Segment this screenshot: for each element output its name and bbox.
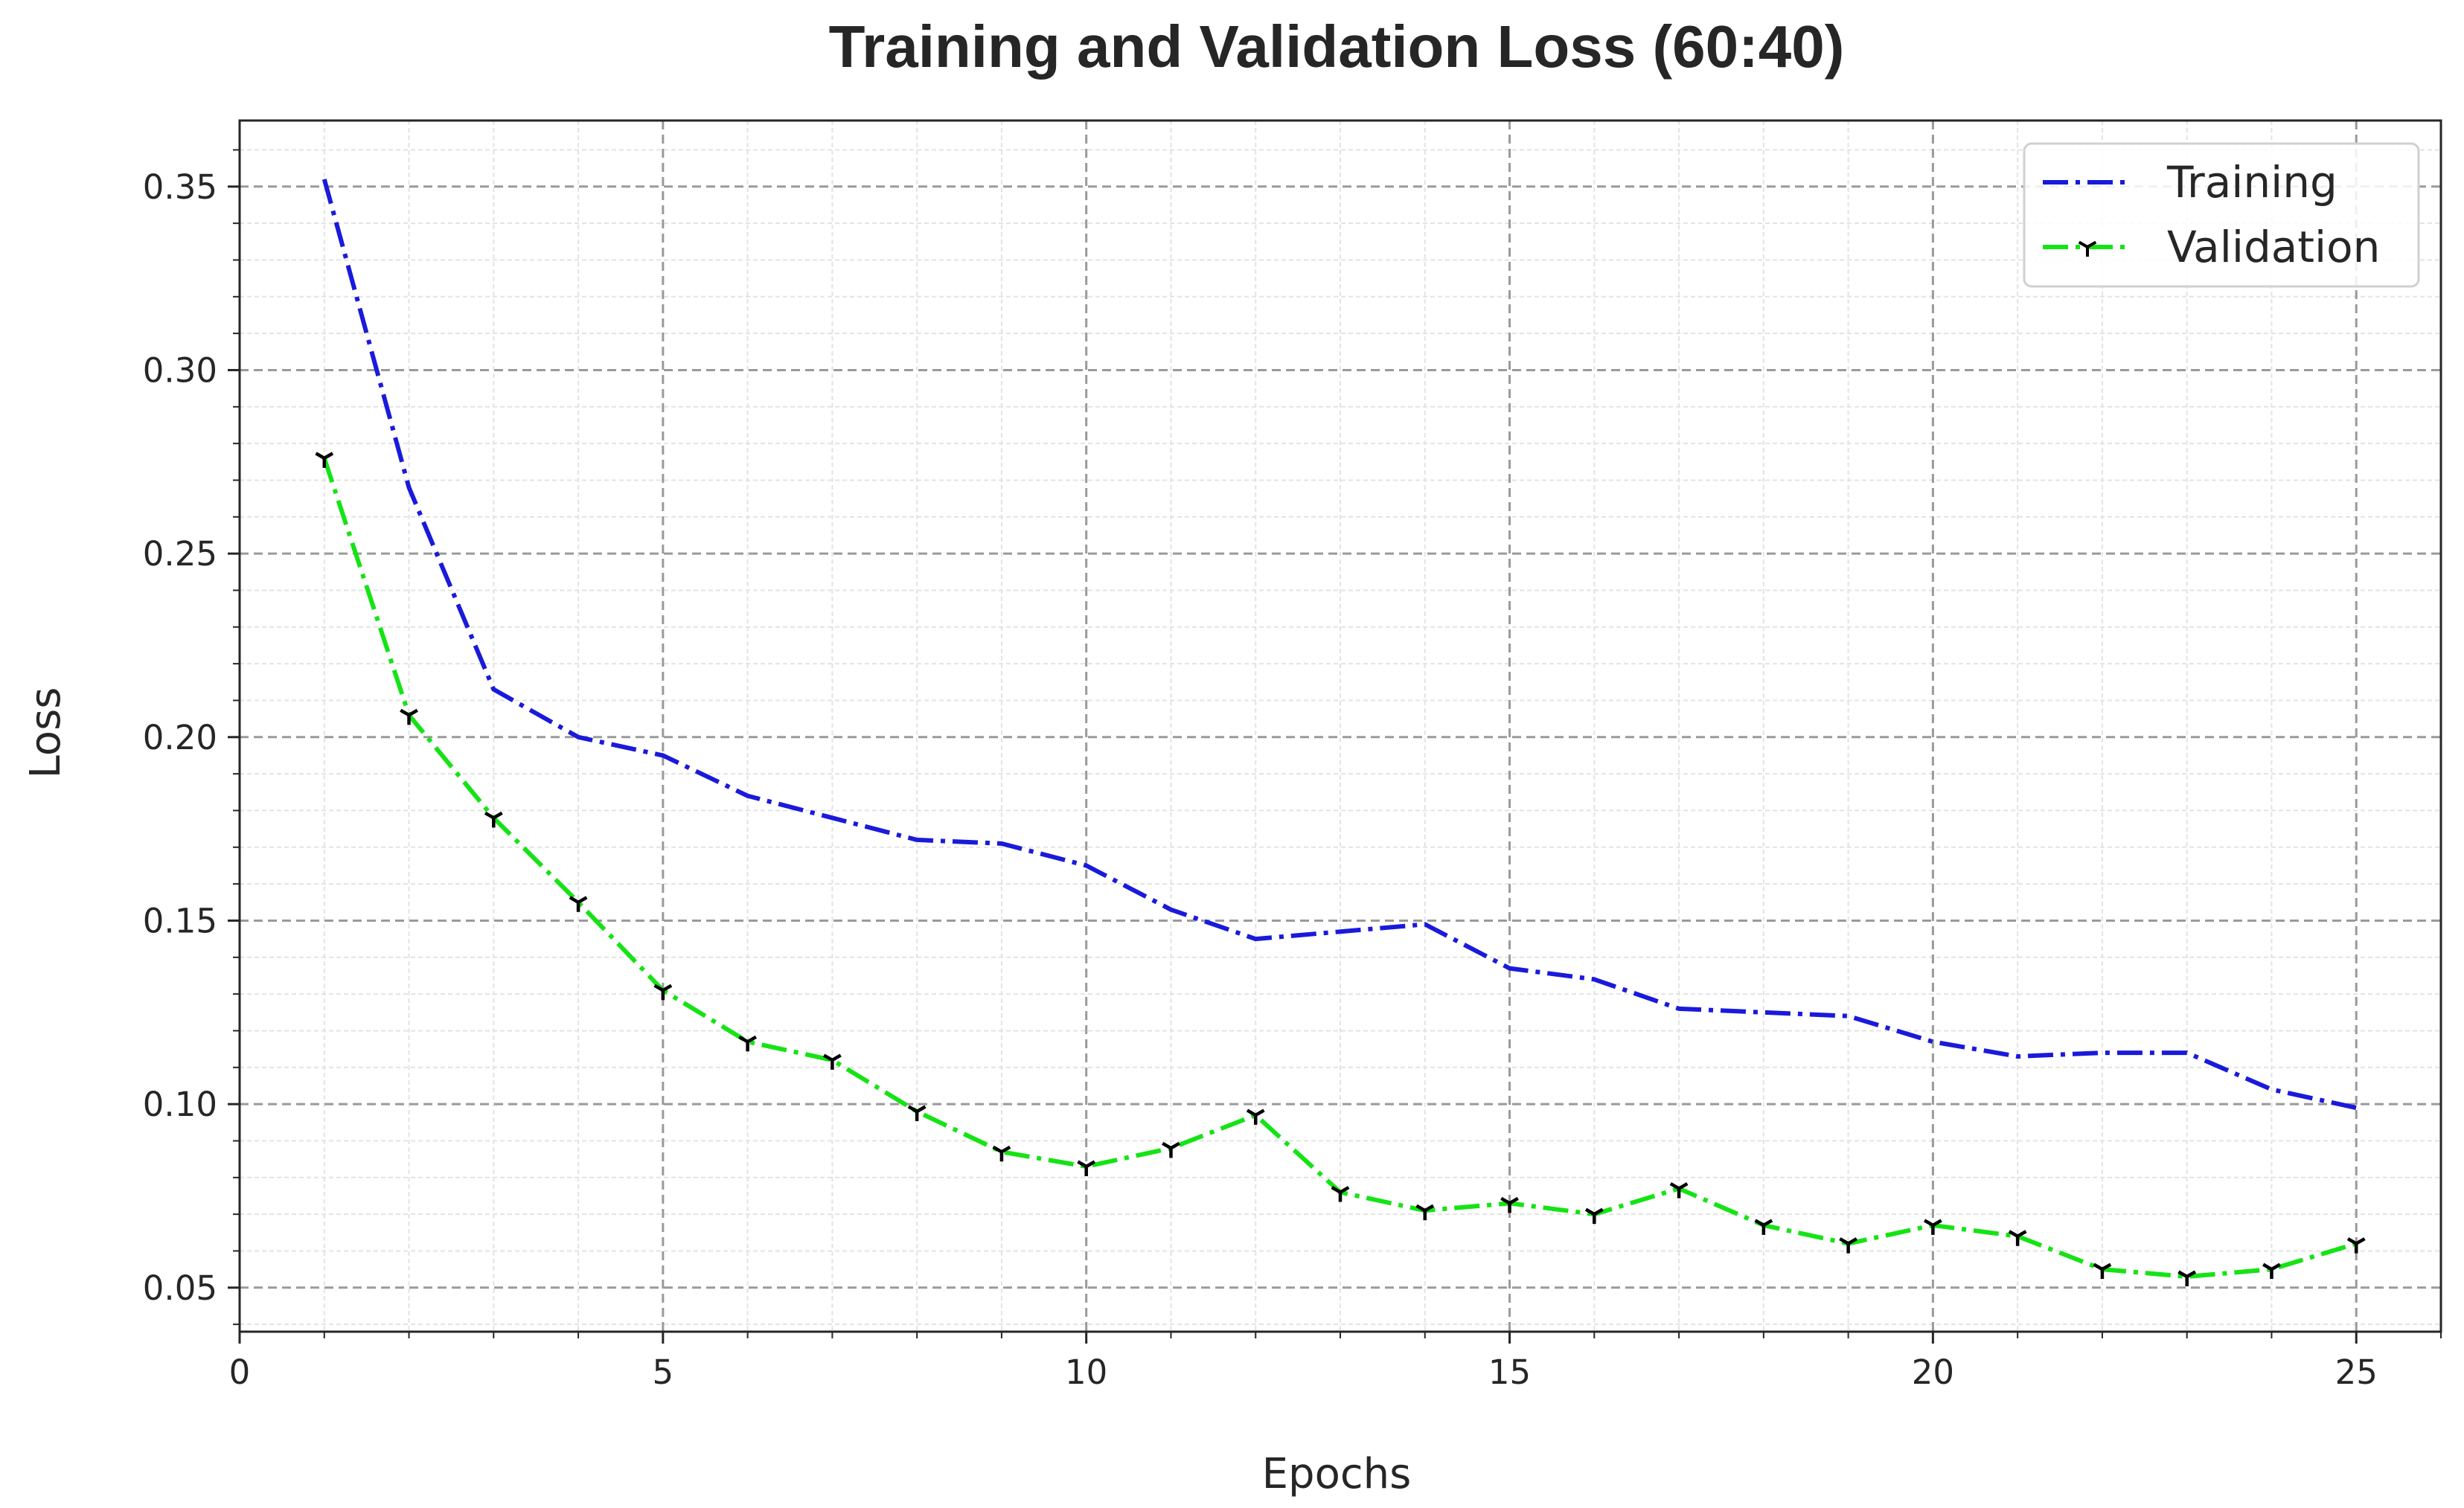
data-point-validation <box>1754 1219 1773 1235</box>
x-axis-ticks: 0 5 10 15 20 25 <box>229 1332 2442 1392</box>
x-tick-label: 0 <box>229 1353 251 1392</box>
x-tick-label: 5 <box>653 1353 674 1392</box>
legend-label-validation: Validation <box>2167 222 2380 272</box>
x-tick-label: 25 <box>2335 1353 2378 1392</box>
y-tick-label: 0.10 <box>143 1085 217 1124</box>
major-grid <box>240 121 2441 1332</box>
data-point-validation <box>2093 1262 2112 1280</box>
data-point-validation <box>823 1053 842 1070</box>
data-point-validation <box>400 708 418 725</box>
legend: Training Validation <box>2023 142 2420 288</box>
data-point-validation <box>569 896 588 912</box>
legend-box <box>2023 142 2420 288</box>
data-point-validation <box>484 811 503 828</box>
data-point-validation <box>2008 1230 2027 1246</box>
data-point-validation <box>1584 1207 1604 1225</box>
y-tick-label: 0.25 <box>143 534 217 574</box>
minor-grid <box>240 121 2442 1332</box>
y-tick-label: 0.05 <box>143 1268 217 1308</box>
x-axis-label: Epochs <box>1262 1450 1412 1498</box>
legend-label-training: Training <box>2166 157 2337 208</box>
data-point-validation <box>738 1035 757 1052</box>
data-point-validation <box>2262 1262 2281 1280</box>
series-line-training <box>321 179 2357 1110</box>
x-tick-label: 10 <box>1065 1353 1107 1392</box>
series-layer <box>315 179 2366 1286</box>
x-tick-label: 15 <box>1488 1353 1531 1392</box>
data-point-validation <box>992 1145 1011 1162</box>
data-point-validation <box>2177 1270 2197 1286</box>
data-point-validation <box>315 452 334 468</box>
legend-marker-validation <box>2078 240 2097 257</box>
y-axis-label: Loss <box>22 687 70 779</box>
data-point-validation <box>1839 1237 1857 1254</box>
data-point-validation <box>1500 1196 1519 1213</box>
data-point-validation <box>1669 1182 1689 1199</box>
y-tick-label: 0.20 <box>143 718 217 757</box>
data-point-validation <box>1077 1160 1096 1176</box>
data-point-validation <box>1415 1204 1435 1221</box>
x-tick-label: 20 <box>1912 1353 1954 1392</box>
data-point-validation <box>907 1105 927 1121</box>
data-point-validation <box>1246 1108 1265 1125</box>
y-tick-label: 0.30 <box>143 350 217 390</box>
data-point-validation <box>1162 1141 1180 1158</box>
data-point-validation <box>1331 1186 1350 1202</box>
data-point-validation <box>2346 1237 2366 1254</box>
data-point-validation <box>653 984 673 1001</box>
chart-title: Training and Validation Loss (60:40) <box>829 13 1845 80</box>
y-tick-label: 0.35 <box>143 167 217 207</box>
data-point-validation <box>1924 1219 1942 1235</box>
y-axis-ticks: 0.05 0.10 0.15 0.20 0.25 0.30 0.35 <box>143 149 240 1326</box>
y-tick-label: 0.15 <box>143 901 217 940</box>
